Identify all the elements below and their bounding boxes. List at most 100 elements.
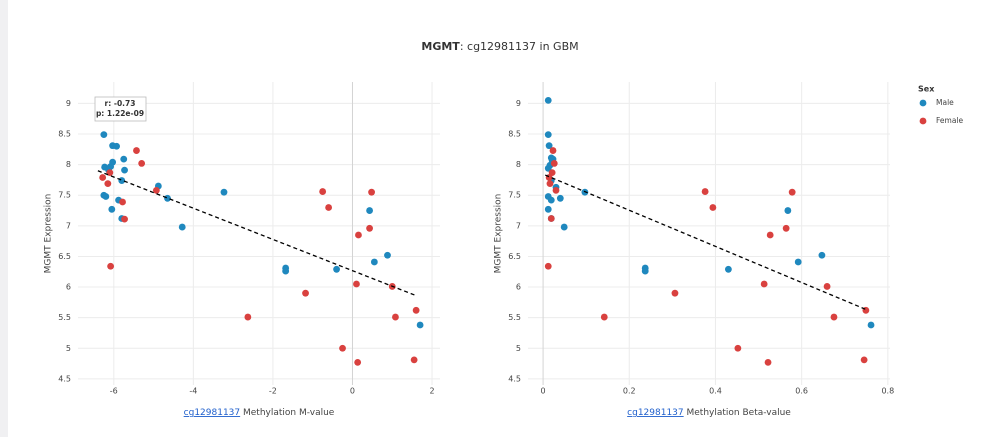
x-axis-label: cg12981137 Methylation Beta-value xyxy=(627,408,791,418)
point xyxy=(544,131,552,139)
point xyxy=(244,313,252,321)
point xyxy=(867,321,875,329)
point xyxy=(302,289,309,297)
y-tick-label: 7.5 xyxy=(508,191,521,200)
legend-swatch xyxy=(919,99,927,107)
point xyxy=(370,258,378,266)
x-axis-link[interactable]: cg12981137 xyxy=(627,408,683,418)
series xyxy=(99,147,420,366)
point xyxy=(671,289,679,297)
point xyxy=(133,147,140,154)
point xyxy=(355,231,362,239)
point xyxy=(119,198,126,206)
point xyxy=(410,356,418,364)
point xyxy=(600,313,608,321)
point xyxy=(384,251,391,259)
point xyxy=(560,223,568,231)
point xyxy=(782,224,790,232)
y-tick-label: 5.5 xyxy=(58,313,71,322)
point xyxy=(641,267,649,275)
point xyxy=(556,194,564,202)
point xyxy=(109,158,117,166)
point xyxy=(100,191,108,199)
point xyxy=(152,186,160,194)
point xyxy=(860,356,868,364)
series xyxy=(544,147,870,366)
point xyxy=(412,306,420,314)
point xyxy=(164,194,171,202)
point xyxy=(107,262,115,270)
point xyxy=(121,166,128,174)
x-tick-label: -2 xyxy=(269,387,277,396)
y-tick-label: 7 xyxy=(516,221,521,230)
x-tick-label: 0.2 xyxy=(623,387,636,396)
point xyxy=(544,262,552,270)
y-tick-label: 8 xyxy=(516,160,521,169)
x-axis-label: cg12981137 Methylation M-value xyxy=(184,408,335,418)
point xyxy=(333,265,340,273)
point xyxy=(760,280,768,288)
y-tick-label: 5 xyxy=(516,344,521,353)
annotation: p: 1.22e-09 xyxy=(96,109,144,118)
title-rest: : cg12981137 in GBM xyxy=(460,40,579,53)
point xyxy=(701,188,709,195)
point xyxy=(282,267,290,275)
y-tick-label: 7.5 xyxy=(58,191,71,200)
y-tick-label: 9 xyxy=(516,99,521,108)
x-tick-label: 0.8 xyxy=(881,387,894,396)
y-tick-label: 6 xyxy=(66,283,71,292)
point xyxy=(545,142,553,150)
point xyxy=(220,188,228,196)
x-axis-label-text: Methylation Beta-value xyxy=(684,408,792,418)
y-tick-label: 8.5 xyxy=(58,130,71,139)
point xyxy=(354,358,362,366)
point xyxy=(325,204,333,211)
point xyxy=(108,205,116,213)
side-strip xyxy=(0,0,8,437)
y-axis-label: MGMT Expression xyxy=(494,194,504,274)
x-tick-label: -4 xyxy=(189,387,197,396)
point xyxy=(366,224,373,232)
y-tick-label: 6 xyxy=(516,283,521,292)
point xyxy=(113,142,120,150)
point xyxy=(784,207,792,214)
y-tick-label: 8 xyxy=(66,160,71,169)
point xyxy=(794,258,802,266)
x-tick-label: -6 xyxy=(110,387,118,396)
x-tick-label: 0 xyxy=(541,387,546,396)
point xyxy=(549,147,557,154)
y-tick-label: 9 xyxy=(66,99,71,108)
y-tick-label: 8.5 xyxy=(508,130,521,139)
point xyxy=(724,265,732,273)
series xyxy=(544,96,875,329)
point xyxy=(416,321,424,329)
y-axis-label: MGMT Expression xyxy=(44,194,54,274)
point xyxy=(818,251,826,259)
y-tick-label: 5.5 xyxy=(508,313,521,322)
legend-label: Male xyxy=(936,98,954,107)
y-tick-label: 7 xyxy=(66,221,71,230)
point xyxy=(120,155,128,163)
legend-swatch xyxy=(919,117,927,125)
series xyxy=(100,131,424,329)
point xyxy=(547,215,555,222)
y-tick-label: 4.5 xyxy=(508,374,521,383)
point xyxy=(319,188,327,195)
point xyxy=(138,160,146,167)
point xyxy=(709,204,717,211)
x-tick-label: 0.4 xyxy=(709,387,722,396)
point xyxy=(547,196,555,204)
legend-title: Sex xyxy=(918,85,935,94)
point xyxy=(550,160,558,167)
x-axis-link[interactable]: cg12981137 xyxy=(184,408,240,418)
point xyxy=(548,169,556,176)
point xyxy=(339,344,346,352)
point xyxy=(178,223,186,231)
point xyxy=(100,131,108,139)
point xyxy=(734,344,742,352)
fit-line xyxy=(97,170,417,297)
annotation: r: -0.73 xyxy=(105,99,136,108)
x-tick-label: 0 xyxy=(350,387,355,396)
y-tick-label: 4.5 xyxy=(58,374,71,383)
